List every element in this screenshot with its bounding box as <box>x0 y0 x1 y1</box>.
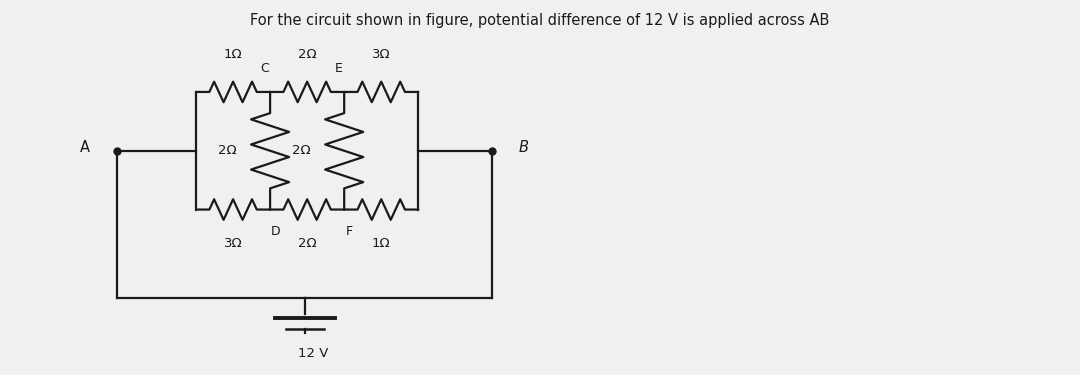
Text: A: A <box>80 140 91 154</box>
Text: 2Ω: 2Ω <box>217 144 237 157</box>
Text: 2Ω: 2Ω <box>298 237 316 250</box>
Text: F: F <box>346 225 353 238</box>
Text: 12 V: 12 V <box>298 347 328 360</box>
Text: 3Ω: 3Ω <box>372 48 391 61</box>
Text: 2Ω: 2Ω <box>292 144 310 157</box>
Text: E: E <box>335 62 342 75</box>
Text: For the circuit shown in figure, potential difference of 12 V is applied across : For the circuit shown in figure, potenti… <box>251 13 829 28</box>
Text: 2Ω: 2Ω <box>298 48 316 61</box>
Text: C: C <box>260 62 269 75</box>
Text: D: D <box>271 225 280 238</box>
Text: 1Ω: 1Ω <box>372 237 391 250</box>
Text: B: B <box>518 140 529 154</box>
Text: 3Ω: 3Ω <box>224 237 242 250</box>
Text: 1Ω: 1Ω <box>224 48 242 61</box>
